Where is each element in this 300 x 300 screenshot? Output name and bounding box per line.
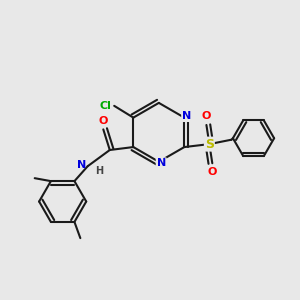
- Text: N: N: [77, 160, 86, 170]
- Text: O: O: [208, 167, 217, 177]
- Text: Cl: Cl: [100, 101, 112, 111]
- Text: N: N: [182, 111, 191, 121]
- Text: H: H: [95, 166, 103, 176]
- Text: S: S: [205, 138, 214, 151]
- Text: O: O: [202, 111, 211, 122]
- Text: O: O: [99, 116, 108, 126]
- Text: N: N: [157, 158, 166, 168]
